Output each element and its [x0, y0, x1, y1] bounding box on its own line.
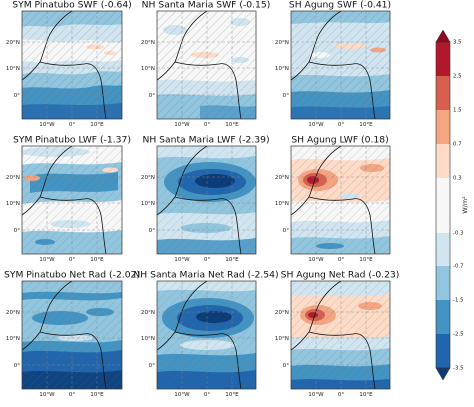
lat-tick-label: 10°N: [275, 201, 289, 207]
lon-tick-label: 0°: [338, 392, 345, 398]
lon-tick-label: 10°W: [174, 257, 190, 263]
map-panel-sym-pinatubo-lwf: SYM Pinatubo LWF (-1.37) 20°N 10°N 0° 10…: [6, 135, 131, 264]
lat-tick-label: 0°: [283, 93, 290, 99]
lon-tick-label: 0°: [338, 122, 345, 128]
lat-tick-label: 0°: [149, 363, 156, 369]
colorbar-tick: 2.5: [453, 74, 462, 80]
lon-tick-label: 10°W: [39, 392, 55, 398]
lon-tick-label: 10°E: [359, 257, 373, 263]
colorbar-tick: 0.3: [453, 176, 462, 182]
panel-title: SH Agung Net Rad (-0.23): [281, 270, 400, 281]
lon-tick-label: 10°W: [39, 257, 55, 263]
lon-tick-label: 10°E: [225, 257, 239, 263]
colorbar-tick: -1.5: [453, 298, 464, 304]
lat-tick-label: 0°: [283, 363, 290, 369]
lat-tick-label: 0°: [149, 93, 156, 99]
lon-tick-label: 10°E: [90, 122, 104, 128]
lat-tick-label: 10°N: [275, 336, 289, 342]
lon-tick-label: 10°W: [308, 257, 324, 263]
lat-tick-label: 20°N: [275, 310, 289, 316]
panel-title: NH Santa Maria Net Rad (-2.54): [133, 270, 278, 281]
lat-tick-label: 0°: [14, 363, 21, 369]
lon-tick-label: 10°W: [174, 392, 190, 398]
panel-title: SYM Pinatubo Net Rad (-2.02): [4, 270, 140, 281]
panel-title: NH Santa Maria LWF (-2.39): [142, 135, 269, 146]
lon-tick-label: 0°: [69, 122, 76, 128]
colorbar-tick: -0.3: [453, 231, 464, 237]
map-panel-nh-santa-maria-net-rad: NH Santa Maria Net Rad (-2.54) 20°N 10°N…: [133, 270, 278, 399]
lon-tick-label: 0°: [204, 122, 211, 128]
lon-tick-label: 10°E: [90, 392, 104, 398]
lat-tick-label: 10°N: [275, 66, 289, 72]
lon-tick-label: 10°W: [308, 122, 324, 128]
panel-title: SYM Pinatubo SWF (-0.64): [12, 0, 132, 11]
map-panel-nh-santa-maria-lwf: NH Santa Maria LWF (-2.39) 20°N 10°N 0° …: [141, 135, 270, 264]
panel-title: NH Santa Maria SWF (-0.15): [142, 0, 271, 11]
lat-tick-label: 10°N: [6, 336, 20, 342]
lon-tick-label: 0°: [338, 257, 345, 263]
lat-tick-label: 10°N: [141, 66, 155, 72]
contour-field: [157, 281, 256, 389]
contour-field: [22, 11, 122, 119]
lat-tick-label: 20°N: [275, 175, 289, 181]
colorbar-tick: -2.5: [453, 332, 464, 338]
panel-title: SYM Pinatubo LWF (-1.37): [13, 135, 131, 146]
colorbar-tick: -3.5: [453, 366, 464, 372]
colorbar-label: W/m²: [461, 196, 469, 214]
lat-tick-label: 10°N: [141, 336, 155, 342]
colorbar: 3.5 2.5 1.5 0.7 0.3 -0.3 -0.7 -1.5 -2.5 …: [435, 29, 469, 381]
lon-tick-label: 10°E: [359, 392, 373, 398]
colorbar-tick: 0.7: [453, 142, 462, 148]
lon-tick-label: 10°W: [308, 392, 324, 398]
lat-tick-label: 20°N: [141, 40, 155, 46]
map-panel-sym-pinatubo-net-rad: SYM Pinatubo Net Rad (-2.02) 20°N 10°N 0…: [4, 270, 140, 399]
lat-tick-label: 10°N: [6, 201, 20, 207]
lon-tick-label: 0°: [204, 257, 211, 263]
lon-tick-label: 0°: [69, 392, 76, 398]
map-panel-sh-agung-lwf: SH Agung LWF (0.18) 20°N 10°N 0° 10°: [275, 135, 391, 263]
lat-tick-label: 20°N: [6, 175, 20, 181]
lon-tick-label: 10°W: [174, 122, 190, 128]
lon-tick-label: 10°E: [359, 122, 373, 128]
panel-title: SH Agung SWF (-0.41): [289, 0, 391, 11]
lat-tick-label: 0°: [14, 93, 21, 99]
map-panel-sym-pinatubo-swf: SYM Pinatubo SWF (-0.64) 20°N 10°N 0° 10…: [6, 0, 132, 128]
lat-tick-label: 20°N: [6, 40, 20, 46]
colorbar-segments: [435, 29, 451, 381]
contour-field: [157, 11, 256, 119]
contour-field: [291, 11, 390, 119]
map-panel-nh-santa-maria-swf: NH Santa Maria SWF (-0.15) 20°N 10°N 0° …: [141, 0, 270, 128]
colorbar-tick: 1.5: [453, 108, 462, 114]
map-panel-sh-agung-net-rad: SH Agung Net Rad (-0.23) 20°N 10°N 0° 10…: [275, 270, 399, 399]
panel-title: SH Agung LWF (0.18): [291, 135, 388, 146]
map-panel-sh-agung-swf: SH Agung SWF (-0.41) 20°N 10°N 0° 10°W 0…: [275, 0, 391, 128]
contour-field: [291, 281, 390, 389]
lat-tick-label: 20°N: [141, 175, 155, 181]
lon-tick-label: 0°: [204, 392, 211, 398]
lon-tick-label: 0°: [69, 257, 76, 263]
lat-tick-label: 10°N: [141, 201, 155, 207]
lon-tick-label: 10°E: [225, 392, 239, 398]
lon-tick-label: 10°E: [90, 257, 104, 263]
lat-tick-label: 0°: [283, 228, 290, 234]
contour-field: [22, 146, 122, 254]
lon-tick-label: 10°E: [225, 122, 239, 128]
lat-tick-label: 0°: [14, 228, 21, 234]
lat-tick-label: 20°N: [141, 310, 155, 316]
lat-tick-label: 20°N: [275, 40, 289, 46]
lat-tick-label: 20°N: [6, 310, 20, 316]
colorbar-tick: -0.7: [453, 264, 464, 270]
lat-tick-label: 10°N: [6, 66, 20, 72]
lon-tick-label: 10°W: [39, 122, 55, 128]
contour-field: [22, 281, 122, 389]
lat-tick-label: 0°: [149, 228, 156, 234]
contour-field: [157, 146, 256, 254]
contour-field: [291, 146, 390, 254]
colorbar-tick: 3.5: [453, 40, 462, 46]
